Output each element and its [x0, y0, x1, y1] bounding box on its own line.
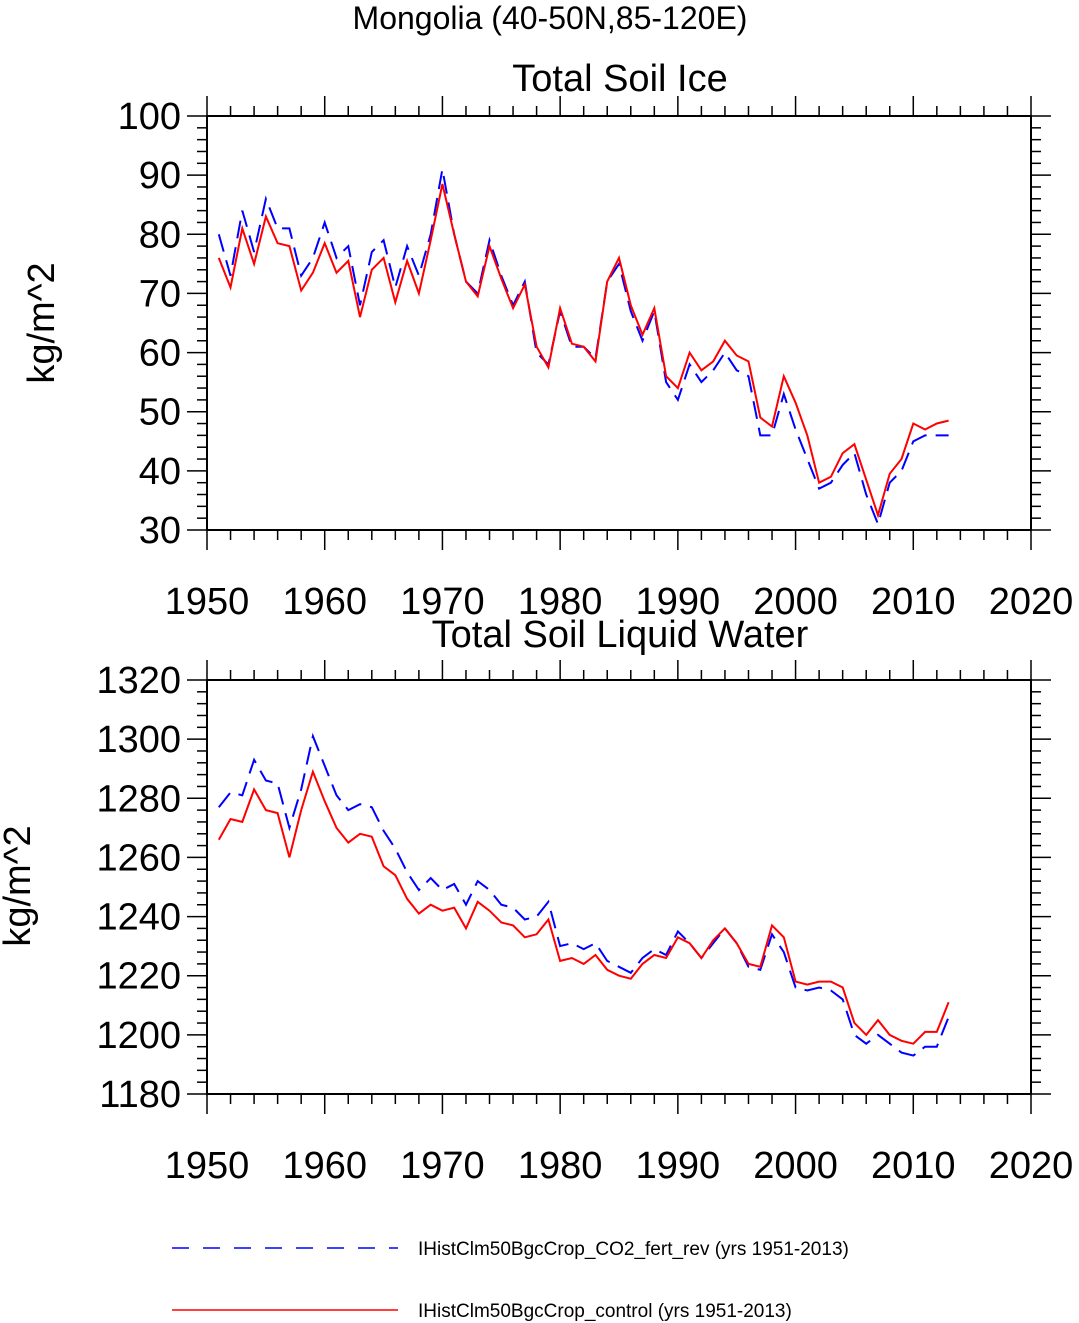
x-tick-label: 1950: [165, 581, 250, 623]
x-tick-label: 1970: [400, 581, 485, 623]
x-tick-label: 1980: [518, 581, 603, 623]
y-tick-label: 70: [139, 273, 181, 315]
axis-ticks: [187, 96, 1051, 550]
x-tick-label: 1960: [282, 581, 367, 623]
y-tick-label: 80: [139, 214, 181, 256]
x-tick-label: 2010: [871, 1145, 956, 1187]
x-tick-label: 2020: [989, 1145, 1074, 1187]
y-tick-label: 1240: [96, 897, 181, 939]
x-tick-label: 2000: [753, 581, 838, 623]
x-tick-label: 1950: [165, 1145, 250, 1187]
y-tick-label: 1280: [96, 778, 181, 820]
tick-labels: 30 40 50 60 70 80 90 100 1950 1960 1970 1980 1990 200…: [118, 96, 1074, 623]
y-tick-label: 1300: [96, 719, 181, 761]
legend: IHistClm50BgcCrop_CO2_fert_rev (yrs 1951…: [172, 1239, 849, 1322]
y-axis-label: kg/m^2: [21, 262, 63, 383]
legend-label-control: IHistClm50BgcCrop_control (yrs 1951-2013…: [418, 1301, 792, 1322]
panel-title: Total Soil Liquid Water: [432, 614, 809, 656]
x-tick-label: 1960: [282, 1145, 367, 1187]
y-tick-label: 1200: [96, 1015, 181, 1057]
plot-frame: [206, 679, 1032, 1095]
tick-labels: 1180 1200 1220 1240 1260 1280 1300 1320 1950 1960…: [96, 660, 1073, 1187]
y-tick-label: 30: [139, 510, 181, 552]
x-tick-label: 1990: [636, 581, 721, 623]
y-tick-label: 50: [139, 392, 181, 434]
axis-ticks: [187, 660, 1051, 1114]
y-tick-label: 1260: [96, 837, 181, 879]
panel-total-soil-liquid-water: Total Soil Liquid Water kg/m^2 118012001…: [0, 614, 1073, 1187]
series-line-control: [217, 183, 949, 519]
plot-frame: [206, 115, 1032, 531]
y-tick-label: 100: [118, 96, 181, 138]
series-line-control: [217, 768, 950, 1045]
panel-total-soil-ice: Total Soil Ice kg/m^2 30 40 50 60 70 80 90 100 1…: [21, 58, 1073, 623]
y-tick-label: 60: [139, 333, 181, 375]
legend-label-co2-fert-rev: IHistClm50BgcCrop_CO2_fert_rev (yrs 1951…: [418, 1239, 849, 1260]
y-tick-label: 90: [139, 155, 181, 197]
x-tick-label: 2020: [989, 581, 1074, 623]
figure-title: Mongolia (40-50N,85-120E): [353, 0, 748, 36]
y-tick-label: 40: [139, 451, 181, 493]
y-tick-label: 1180: [99, 1074, 181, 1116]
x-tick-label: 1970: [400, 1145, 485, 1187]
x-tick-label: 2010: [871, 581, 956, 623]
panel-title: Total Soil Ice: [512, 58, 727, 100]
series-lines: [217, 732, 950, 1057]
series-lines: [217, 169, 949, 528]
x-tick-label: 2000: [753, 1145, 838, 1187]
y-axis-label: kg/m^2: [0, 825, 39, 946]
y-tick-label: 1220: [96, 956, 181, 998]
x-tick-label: 1980: [518, 1145, 603, 1187]
series-line-co2-fert-rev: [218, 732, 950, 1057]
x-tick-label: 1990: [636, 1145, 721, 1187]
y-tick-label: 1320: [96, 660, 181, 702]
